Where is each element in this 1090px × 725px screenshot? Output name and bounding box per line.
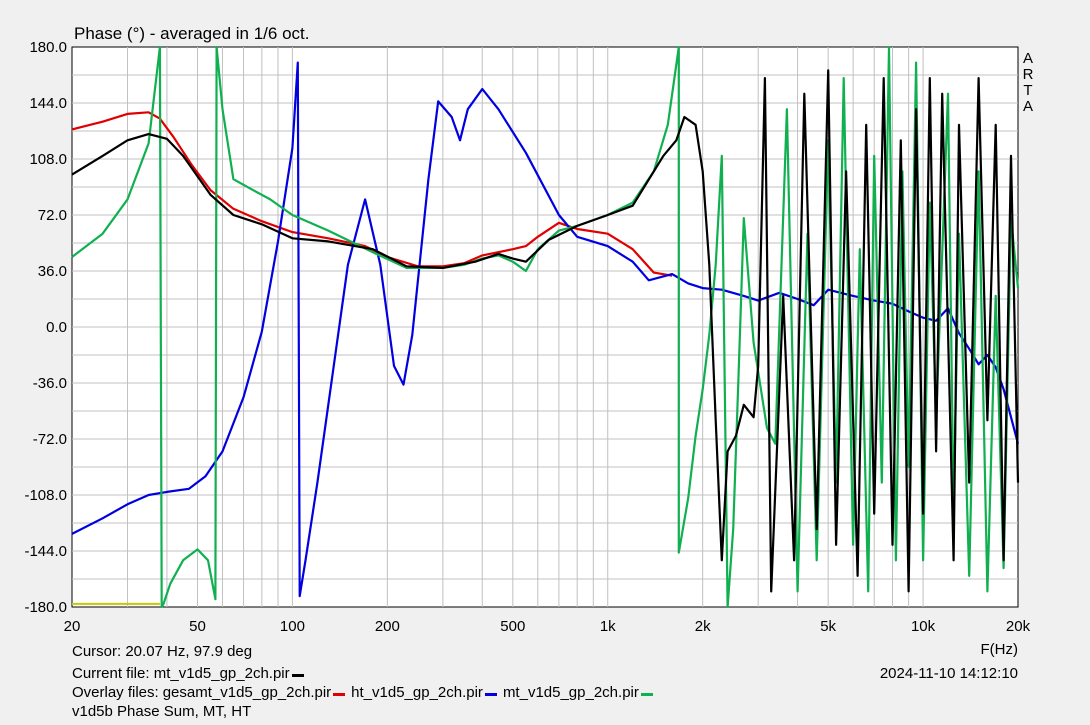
series-line-4: [71, 69, 1020, 593]
overlay-label: Overlay files:: [72, 684, 159, 701]
timestamp: 2024-11-10 14:12:10: [879, 665, 1018, 682]
x-axis-label: F(Hz): [981, 641, 1019, 658]
y-tick-labels: 180.0 144.0 108.0 72.0 36.0 0.0 -36.0 -72.0 -108…: [24, 39, 67, 616]
x-tick-label: 20: [64, 618, 81, 635]
y-tick-label: 144.0: [29, 95, 67, 112]
x-tick-label: 1k: [600, 618, 616, 635]
caption: v1d5b Phase Sum, MT, HT: [72, 703, 252, 720]
series-line-3: [71, 45, 1020, 609]
overlay-files: Overlay files: gesamt_v1d5_gp_2ch.pir ht…: [72, 684, 653, 701]
y-tick-label: -108.0: [24, 487, 67, 504]
x-tick-label: 5k: [820, 618, 836, 635]
series-line-2: [71, 61, 1020, 598]
series-lines: [71, 45, 1020, 609]
grid-lines: [72, 47, 1018, 607]
brand-letter: A: [1023, 50, 1033, 67]
y-tick-label: -72.0: [33, 431, 67, 448]
overlay-file-2: ht_v1d5_gp_2ch.pir: [351, 684, 483, 701]
current-file: Current file: mt_v1d5_gp_2ch.pir: [72, 665, 304, 682]
x-tick-label: 100: [280, 618, 305, 635]
x-tick-label: 500: [500, 618, 525, 635]
x-tick-label: 20k: [1006, 618, 1031, 635]
brand-letter: T: [1023, 82, 1032, 99]
current-file-swatch: [291, 673, 304, 677]
y-tick-label: -180.0: [24, 599, 67, 616]
overlay-file-3: mt_v1d5_gp_2ch.pir: [502, 684, 639, 701]
y-tick-label: 72.0: [38, 207, 67, 224]
overlay-swatch-1: [333, 692, 346, 696]
current-file-label: Current file: mt_v1d5_gp_2ch.pir: [72, 665, 290, 682]
y-tick-label: 108.0: [29, 151, 67, 168]
x-tick-label: 200: [375, 618, 400, 635]
overlay-swatch-3: [640, 692, 653, 696]
overlay-swatch-2: [484, 692, 497, 696]
y-tick-label: 36.0: [38, 263, 67, 280]
y-tick-label: 0.0: [46, 319, 67, 336]
brand-letter: A: [1023, 98, 1033, 115]
x-tick-label: 10k: [911, 618, 936, 635]
x-tick-labels: 20 50 100 200 500 1k 2k 5k 10k 20k: [64, 618, 1031, 635]
y-tick-label: -36.0: [33, 375, 67, 392]
x-tick-label: 50: [189, 618, 206, 635]
y-tick-label: -144.0: [24, 543, 67, 560]
chart-title: Phase (°) - averaged in 1/6 oct.: [74, 24, 309, 43]
x-tick-label: 2k: [695, 618, 711, 635]
brand-letter: R: [1023, 66, 1034, 83]
cursor-readout: Cursor: 20.07 Hz, 97.9 deg: [72, 643, 253, 660]
overlay-file-1: gesamt_v1d5_gp_2ch.pir: [162, 684, 332, 701]
y-tick-label: 180.0: [29, 39, 67, 56]
